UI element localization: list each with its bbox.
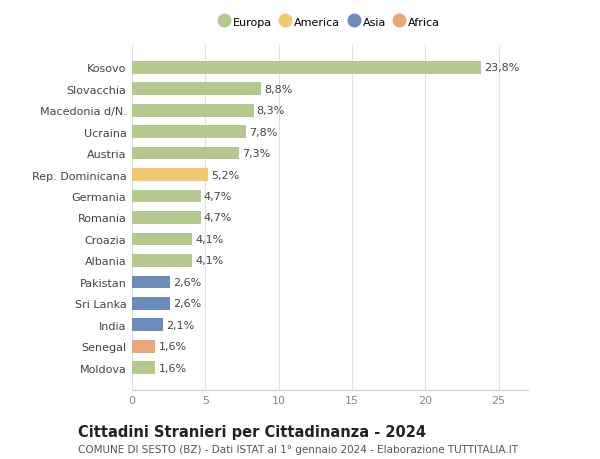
Bar — [132, 126, 247, 139]
Text: 23,8%: 23,8% — [484, 63, 520, 73]
Text: Cittadini Stranieri per Cittadinanza - 2024: Cittadini Stranieri per Cittadinanza - 2… — [78, 425, 426, 440]
Bar — [132, 254, 192, 267]
Bar — [132, 362, 155, 375]
Text: 2,6%: 2,6% — [173, 299, 202, 309]
Text: 4,1%: 4,1% — [195, 256, 223, 266]
Text: 8,3%: 8,3% — [257, 106, 285, 116]
Text: COMUNE DI SESTO (BZ) - Dati ISTAT al 1° gennaio 2024 - Elaborazione TUTTITALIA.I: COMUNE DI SESTO (BZ) - Dati ISTAT al 1° … — [78, 444, 518, 454]
Text: 4,7%: 4,7% — [204, 191, 232, 202]
Bar — [132, 212, 201, 224]
Bar — [132, 319, 163, 332]
Bar — [132, 83, 261, 96]
Bar — [132, 169, 208, 182]
Text: 7,3%: 7,3% — [242, 149, 270, 159]
Bar — [132, 62, 481, 74]
Text: 4,7%: 4,7% — [204, 213, 232, 223]
Text: 2,6%: 2,6% — [173, 277, 202, 287]
Text: 8,8%: 8,8% — [264, 84, 292, 95]
Bar — [132, 147, 239, 160]
Text: 2,1%: 2,1% — [166, 320, 194, 330]
Text: 1,6%: 1,6% — [158, 363, 187, 373]
Bar — [132, 233, 192, 246]
Bar — [132, 297, 170, 310]
Text: 1,6%: 1,6% — [158, 341, 187, 352]
Bar — [132, 340, 155, 353]
Bar — [132, 104, 254, 118]
Bar — [132, 276, 170, 289]
Legend: Europa, America, Asia, Africa: Europa, America, Asia, Africa — [220, 17, 440, 28]
Text: 4,1%: 4,1% — [195, 235, 223, 245]
Bar — [132, 190, 201, 203]
Text: 7,8%: 7,8% — [250, 127, 278, 137]
Text: 5,2%: 5,2% — [211, 170, 239, 180]
